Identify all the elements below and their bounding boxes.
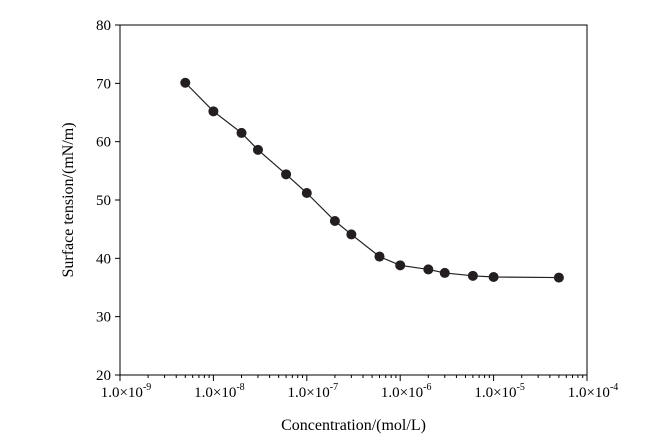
y-tick-label: 60 bbox=[96, 135, 111, 151]
y-tick-label: 80 bbox=[96, 18, 111, 34]
data-point bbox=[329, 216, 340, 226]
y-tick-label: 70 bbox=[96, 76, 111, 92]
data-point bbox=[467, 270, 478, 281]
data-point bbox=[208, 106, 219, 117]
x-tick-label: 1.0×10-5 bbox=[474, 382, 525, 401]
x-tick-label: 1.0×10-4 bbox=[568, 382, 619, 401]
x-tick-label: 1.0×10-9 bbox=[101, 382, 152, 401]
data-point bbox=[236, 127, 247, 138]
data-point bbox=[488, 272, 499, 282]
x-tick-label: 1.0×10-8 bbox=[194, 382, 245, 401]
data-point bbox=[281, 169, 292, 180]
series-line bbox=[184, 82, 559, 279]
data-point bbox=[301, 188, 312, 198]
data-point bbox=[439, 267, 450, 278]
data-point bbox=[346, 229, 357, 240]
x-axis-title: Concentration/(mol/L) bbox=[281, 417, 426, 434]
data-point bbox=[180, 77, 191, 88]
axis-ticks: 20 30 40 50 60 70 80 1.0×10-9 1.0×10-8 1.0×10-7 1.… bbox=[96, 18, 618, 401]
data-series bbox=[180, 77, 564, 283]
x-tick-label: 1.0×10-7 bbox=[288, 382, 339, 401]
y-tick-label: 40 bbox=[96, 251, 111, 267]
y-tick-label: 20 bbox=[96, 368, 111, 384]
data-point bbox=[553, 272, 564, 283]
data-point bbox=[395, 260, 406, 271]
y-tick-label: 30 bbox=[96, 310, 111, 326]
y-axis-title: Surface tension/(mN/m) bbox=[60, 122, 77, 277]
plot-area-frame bbox=[119, 24, 588, 376]
y-tick-label: 50 bbox=[96, 193, 111, 209]
data-point bbox=[252, 144, 263, 155]
x-tick-label: 1.0×10-6 bbox=[381, 382, 432, 401]
data-point bbox=[423, 264, 434, 275]
data-point bbox=[374, 251, 385, 262]
